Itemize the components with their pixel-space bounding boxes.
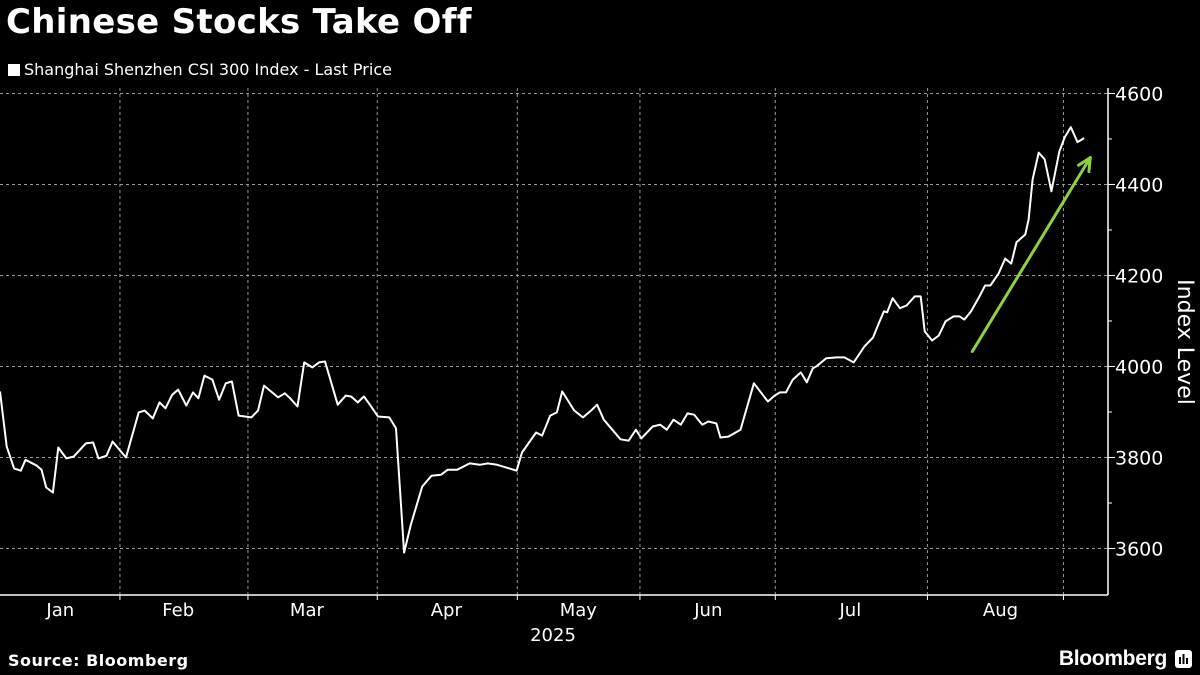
annotation-layer — [970, 156, 1092, 353]
y-tick-label: 3600 — [1115, 538, 1163, 560]
series-layer — [0, 126, 1085, 554]
x-tick-label: Aug — [983, 600, 1018, 621]
legend-label: Shanghai Shenzhen CSI 300 Index - Last P… — [24, 60, 392, 79]
y-axis-title: Index Level — [1172, 279, 1197, 405]
y-tick-label: 4600 — [1115, 83, 1163, 105]
x-tick-label: Jan — [45, 600, 74, 621]
x-axis-title: 2025 — [530, 625, 576, 646]
bloomberg-logo: Bloomberg — [1059, 647, 1192, 671]
logo-wordmark: Bloomberg — [1058, 647, 1167, 670]
bloomberg-chart-icon — [1175, 650, 1192, 668]
x-tick-label: Jun — [693, 600, 722, 621]
trend-arrow-head-icon — [1077, 156, 1092, 174]
x-tick-label: Feb — [162, 600, 194, 621]
x-tick-label: Apr — [431, 600, 463, 621]
legend-swatch — [8, 63, 20, 76]
chart-title: Chinese Stocks Take Off — [6, 2, 472, 42]
legend: Shanghai Shenzhen CSI 300 Index - Last P… — [8, 60, 392, 79]
x-tick-label: Jul — [839, 600, 862, 621]
x-tick-label: Mar — [290, 600, 325, 621]
y-tick-label: 4000 — [1115, 356, 1163, 378]
trend-arrow-shaft — [970, 156, 1092, 353]
y-tick-label: 4200 — [1115, 265, 1163, 287]
y-tick-label: 3800 — [1115, 447, 1163, 469]
x-tick-label: May — [560, 600, 598, 621]
axes: 3600 3800 4000 4200 4400 4600 Jan Feb Mar Apr May J… — [0, 83, 1197, 646]
gridlines — [0, 88, 1108, 594]
series-line-csi300 — [0, 126, 1085, 554]
y-tick-label: 4400 — [1115, 174, 1163, 196]
source-note: Source: Bloomberg — [8, 651, 189, 670]
